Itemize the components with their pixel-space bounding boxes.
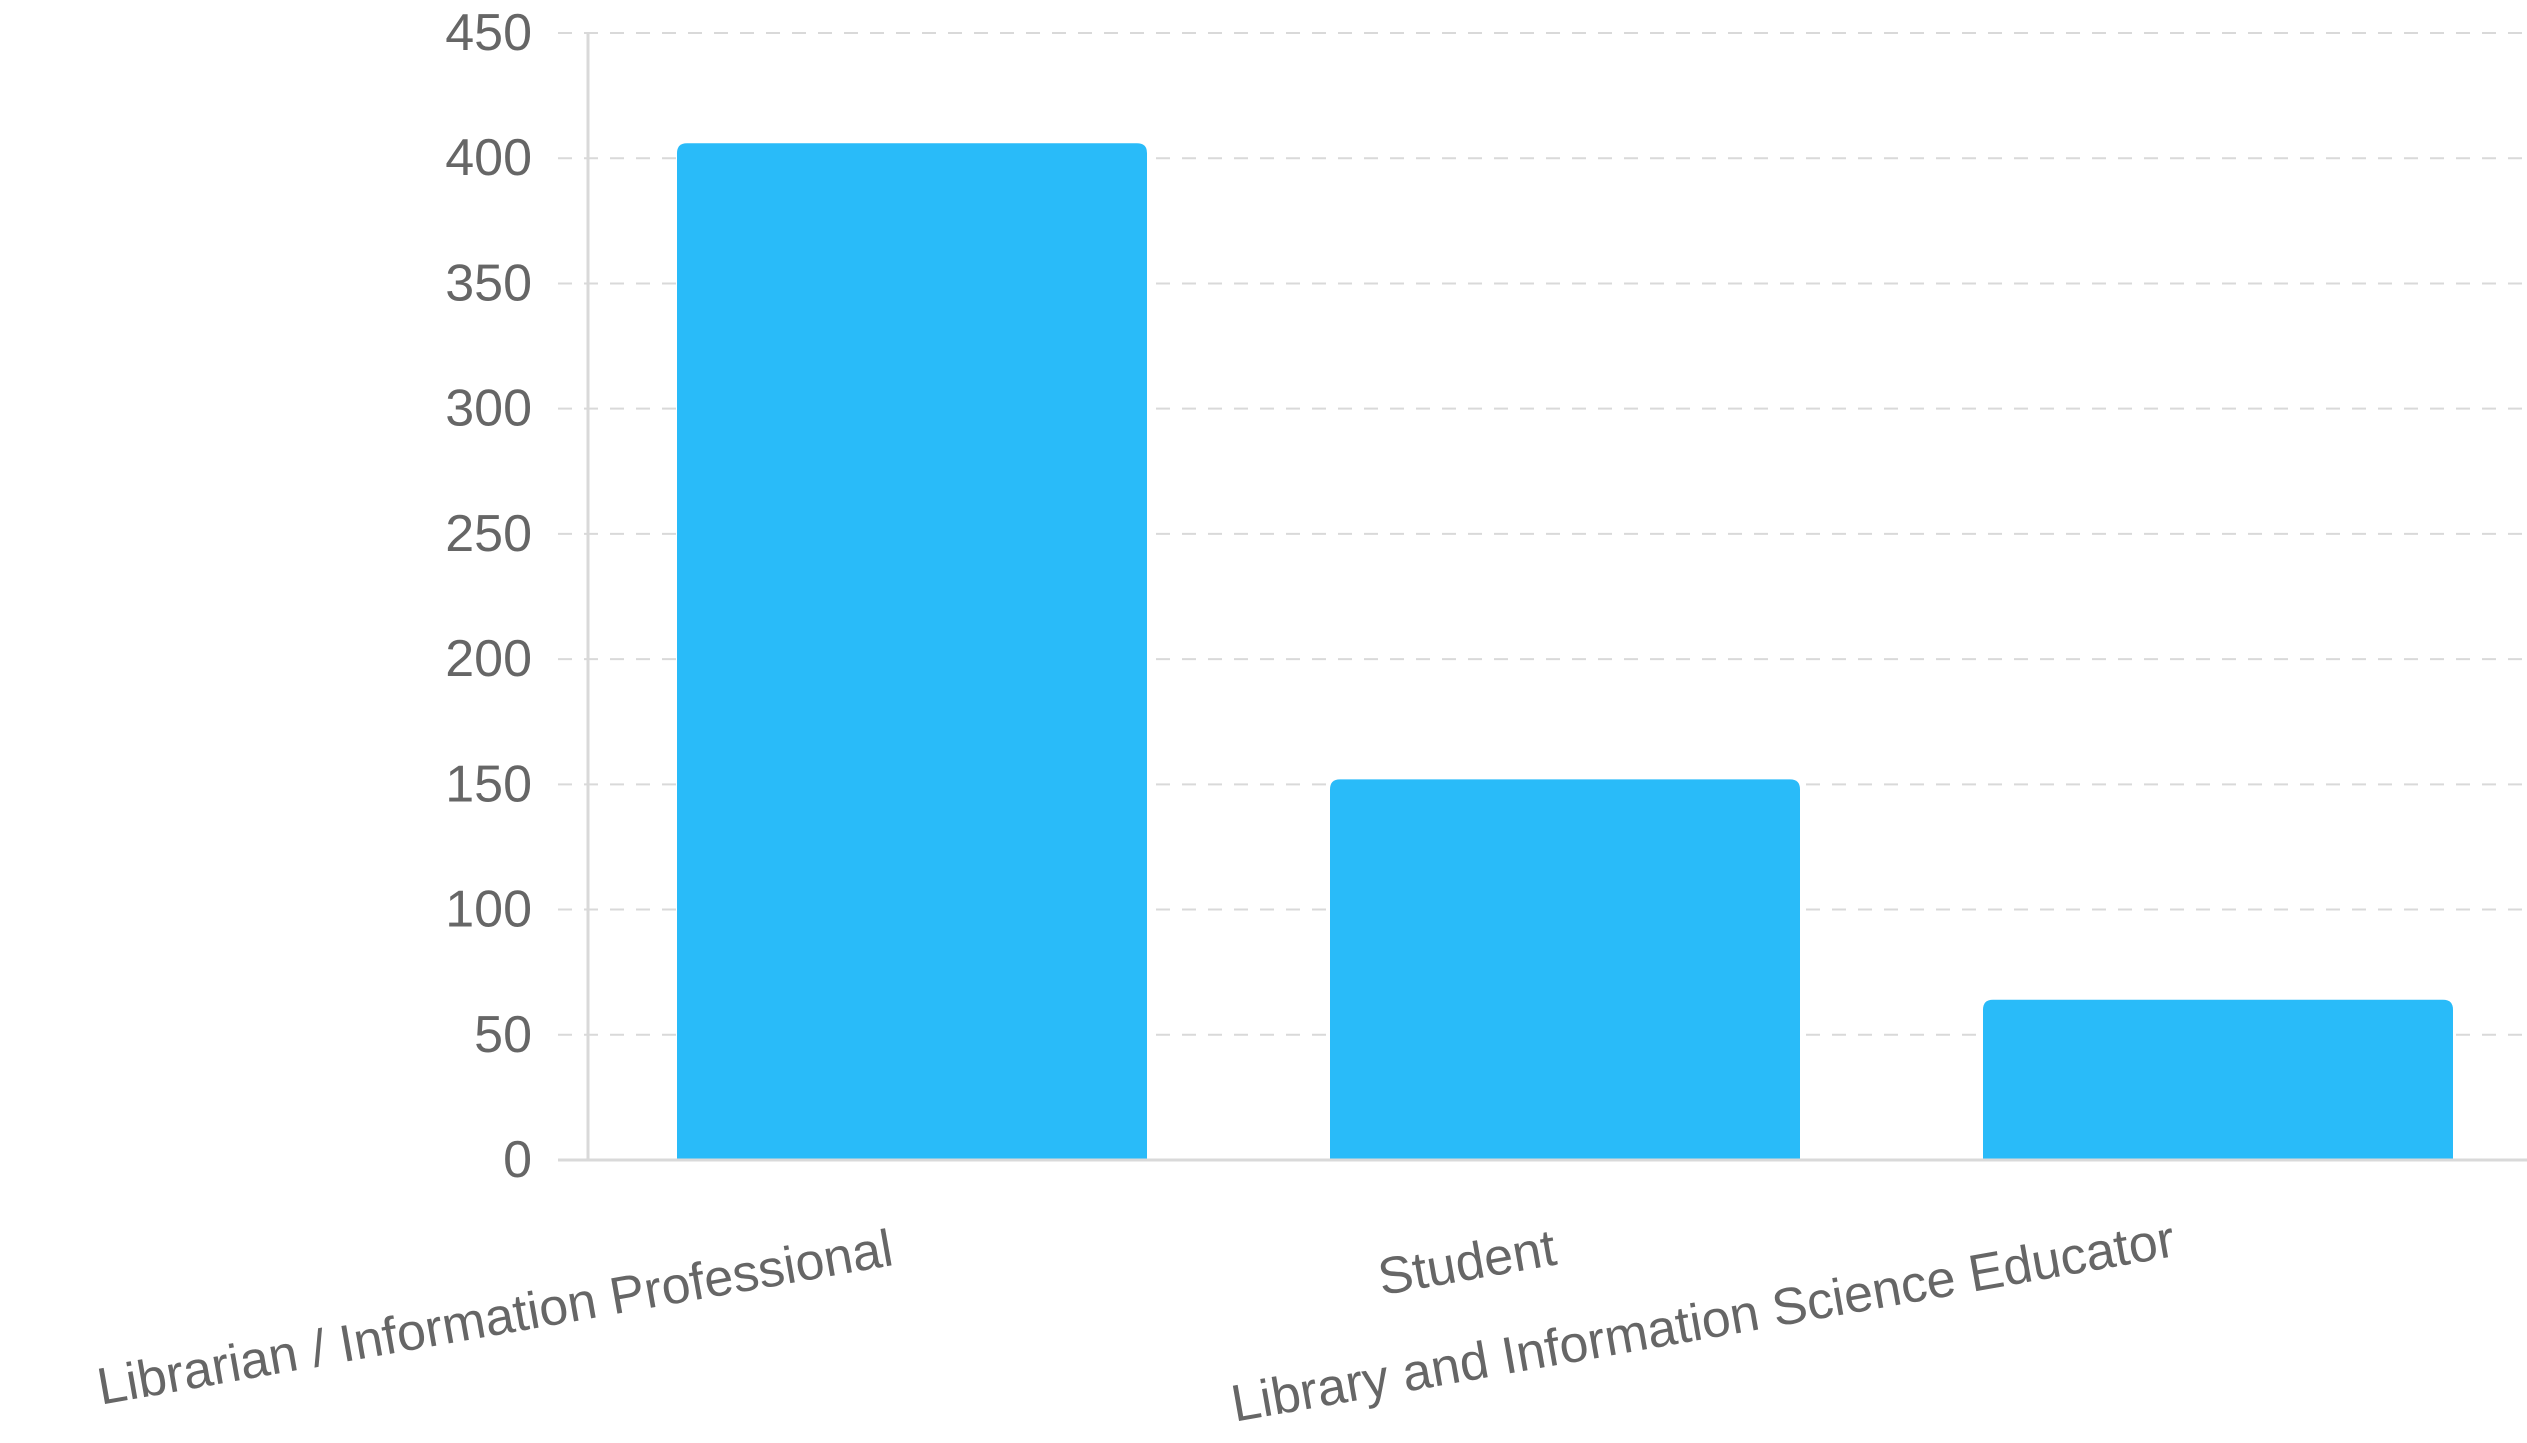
y-tick-label: 100 (445, 881, 532, 939)
y-tick-label: 450 (445, 4, 532, 62)
x-category-label: Librarian / Information Professional (93, 1219, 897, 1416)
bar (1330, 779, 1800, 1160)
x-category-label: Library and Information Science Educator (1227, 1210, 2179, 1433)
x-category-label: Student (1374, 1219, 1561, 1307)
y-tick-label: 250 (445, 505, 532, 563)
y-tick-label: 400 (445, 129, 532, 187)
y-tick-label: 150 (445, 755, 532, 813)
y-tick-label: 50 (474, 1006, 532, 1064)
y-tick-labels: 0 50 100 150 200 250 300 350 400 450 (445, 4, 532, 1189)
axis-layer (558, 33, 2527, 1162)
y-tick-label: 300 (445, 380, 532, 438)
bars-layer (677, 143, 2453, 1160)
x-category-labels: Librarian / Information Professional Stud… (93, 1210, 2179, 1433)
y-tick-label: 350 (445, 254, 532, 312)
y-tick-label: 200 (445, 630, 532, 688)
y-tick-label: 0 (503, 1131, 532, 1189)
bar (677, 143, 1147, 1160)
bar (1983, 999, 2453, 1160)
